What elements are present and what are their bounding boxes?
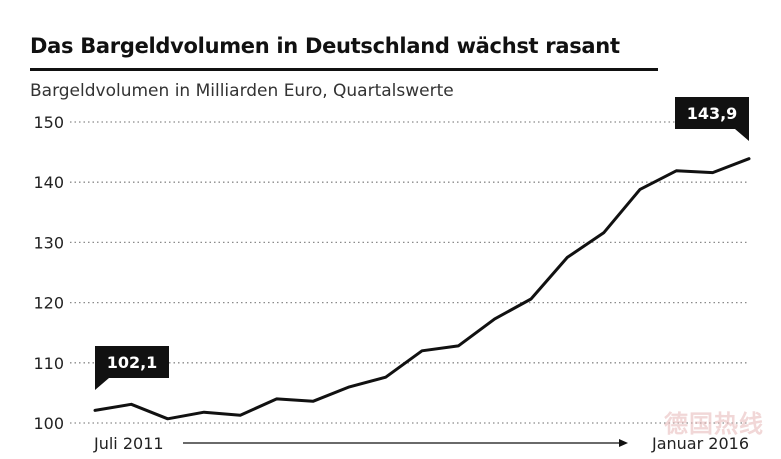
callout-layer: 102,1 143,9 [95,97,749,390]
y-tick-label-140: 140 [33,173,64,192]
chart-subtitle: Bargeldvolumen in Milliarden Euro, Quart… [30,81,454,101]
callout-label: 143,9 [687,104,738,123]
y-tick-label-150: 150 [33,113,64,132]
title-underline [30,68,658,71]
y-tick-label-120: 120 [33,294,64,313]
x-start-label: Juli 2011 [93,434,164,453]
y-tick-label-130: 130 [33,233,64,252]
callout-start: 102,1 [95,346,169,390]
x-axis: Juli 2011 Januar 2016 [93,434,749,453]
y-tick-label-110: 110 [33,354,64,373]
watermark-logo: 德国热线 [664,410,764,438]
x-end-label: Januar 2016 [651,434,749,453]
callout-end: 143,9 [675,97,749,141]
y-tick-label-100: 100 [33,414,64,433]
series-line [93,157,751,421]
time-arrow-head [619,439,628,447]
callout-label: 102,1 [107,353,158,372]
callout-box [675,97,749,141]
chart-title: Das Bargeldvolumen in Deutschland wächst… [30,34,620,58]
y-axis: 100 110 120 130 140 150 [33,113,64,433]
callout-box [95,346,169,390]
series-layer [93,157,751,421]
grid-layer [70,121,749,424]
